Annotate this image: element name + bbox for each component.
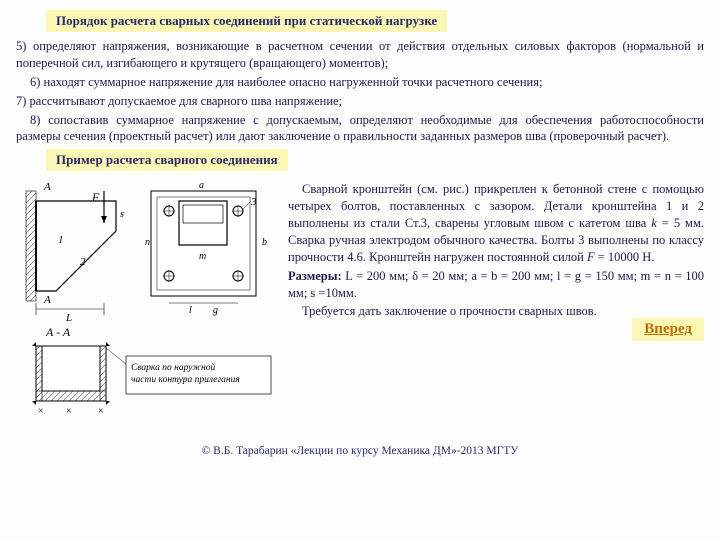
body-a-end: = 10000 Н. <box>595 250 655 264</box>
bracket-figure: F L A A 1 2 s <box>16 181 276 441</box>
sizes-line: Размеры: L = 200 мм; δ = 20 мм; a = b = … <box>288 268 704 302</box>
label-A-top: A <box>43 181 51 193</box>
svg-text:части контура прилегания: части контура прилегания <box>131 375 240 385</box>
list-item-6: 6) находят суммарное напряжение для наиб… <box>16 74 704 91</box>
example-body: Сварной кронштейн (см. рис.) прикреплен … <box>288 181 704 265</box>
next-button[interactable]: Вперед <box>632 318 704 341</box>
section-title-2: Пример расчета сварного соединения <box>46 149 288 171</box>
label-l: l <box>189 305 192 316</box>
svg-text:×: × <box>66 406 72 417</box>
label-a: a <box>199 181 204 191</box>
label-s: s <box>120 209 124 220</box>
label-A-bot: A <box>43 294 51 306</box>
list-item-7: 7) рассчитывают допускаемое для сварного… <box>16 93 704 110</box>
label-AA: A - A <box>45 325 71 339</box>
label-b: b <box>262 237 267 248</box>
label-L: L <box>65 312 72 324</box>
label-2: 2 <box>80 256 86 268</box>
sizes-values: L = 200 мм; δ = 20 мм; a = b = 200 мм; l… <box>288 269 704 300</box>
list-item-8: 8) сопоставив суммарное напряжение с доп… <box>16 112 704 146</box>
svg-text:×: × <box>38 406 44 417</box>
label-g: g <box>213 305 218 316</box>
label-F: F <box>91 190 100 204</box>
label-m: m <box>199 251 206 262</box>
list-item-5: 5) определяют напряжения, возникающие в … <box>16 38 704 72</box>
label-1: 1 <box>58 234 64 246</box>
sizes-label: Размеры: <box>288 269 342 283</box>
label-3: 3 <box>250 196 257 208</box>
footer-copyright: © В.Б. Тарабарин «Лекции по курсу Механи… <box>16 445 704 457</box>
body-a: Сварной кронштейн (см. рис.) прикреплен … <box>288 182 704 230</box>
svg-text:Сварка по наружной: Сварка по наружной <box>131 362 215 373</box>
section-title-1: Порядок расчета сварных соединений при с… <box>46 10 447 32</box>
body-f: F <box>587 250 595 264</box>
svg-text:×: × <box>98 406 104 417</box>
label-n: n <box>145 237 150 248</box>
